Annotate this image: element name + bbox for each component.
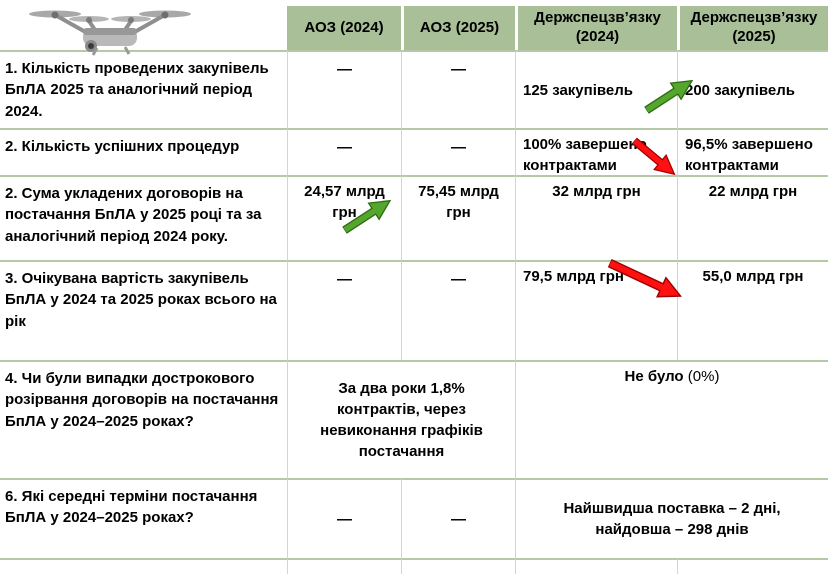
comparison-table: АОЗ (2024) АОЗ (2025) Держспецзв’язку (2… <box>0 6 828 574</box>
value-cell-aoz-2024: — <box>287 128 401 175</box>
dss-bold-text: Не було <box>624 368 684 385</box>
question-cell: 2. Кількість успішних процедур <box>0 128 287 175</box>
col-header-label: АОЗ (2024) <box>304 18 384 36</box>
value-cell-dss-2024: 79,5 млрд грн <box>515 260 677 360</box>
partial-row-cell <box>0 558 287 574</box>
col-header-label: Держспецзв’язку (2025) <box>690 9 818 45</box>
col-header-dss-2024: Держспецзв’язку (2024) <box>515 6 677 50</box>
col-header-aoz-2024: АОЗ (2024) <box>287 6 401 50</box>
question-cell: 2. Сума укладених договорів на постачанн… <box>0 175 287 260</box>
merged-dss-text: Не було (0%) <box>625 366 720 387</box>
col-header-label: АОЗ (2025) <box>419 18 500 36</box>
merged-cell-dss: Найшвидша поставка – 2 дні, найдовша – 2… <box>515 478 828 558</box>
partial-row-cell <box>677 558 828 574</box>
value-cell-aoz-2025: — <box>401 128 515 175</box>
value-cell-dss-2025: 22 млрд грн <box>677 175 828 260</box>
value-cell-aoz-2025: — <box>401 260 515 360</box>
value-cell-aoz-2024: — <box>287 50 401 128</box>
drone-image <box>27 2 193 63</box>
value-cell-aoz-2024: — <box>287 478 401 558</box>
col-header-dss-2025: Держспецзв’язку (2025) <box>677 6 828 50</box>
value-cell-dss-2024: 125 закупівель <box>515 50 677 128</box>
col-header-label: Держспецзв’язку (2024) <box>534 9 661 45</box>
merged-dss-text: Найшвидша поставка – 2 дні, найдовша – 2… <box>563 500 781 538</box>
value-cell-dss-2024: 100% завершено контрактами <box>515 128 677 175</box>
value-cell-aoz-2025: 75,45 млрд грн <box>401 175 515 260</box>
value-cell-dss-2025: 55,0 млрд грн <box>677 260 828 360</box>
value-cell-dss-2025: 200 закупівель <box>677 50 828 128</box>
value-cell-aoz-2024: — <box>287 260 401 360</box>
partial-row-cell <box>515 558 677 574</box>
value-cell-aoz-2024: 24,57 млрд грн <box>287 175 401 260</box>
question-cell: 1. Кількість проведених закупівель БпЛА … <box>0 50 287 128</box>
partial-row-cell <box>401 558 515 574</box>
value-cell-aoz-2025: — <box>401 478 515 558</box>
question-cell: 4. Чи були випадки дострокового розірван… <box>0 360 287 478</box>
col-header-aoz-2025: АОЗ (2025) <box>401 6 515 50</box>
question-cell: 3. Очікувана вартість закупівель БпЛА у … <box>0 260 287 360</box>
merged-aoz-text: За два роки 1,8% контрактів, через невик… <box>320 380 483 460</box>
question-cell: 6. Які середні терміни постачання БпЛА у… <box>0 478 287 558</box>
partial-row-cell <box>287 558 401 574</box>
dss-normal-text: (0%) <box>683 368 720 385</box>
value-cell-aoz-2025: — <box>401 50 515 128</box>
value-cell-dss-2024: 32 млрд грн <box>515 175 677 260</box>
merged-cell-aoz: За два роки 1,8% контрактів, через невик… <box>287 360 515 478</box>
merged-cell-dss: Не було (0%) <box>515 360 828 478</box>
value-cell-dss-2025: 96,5% завершено контрактами <box>677 128 828 175</box>
